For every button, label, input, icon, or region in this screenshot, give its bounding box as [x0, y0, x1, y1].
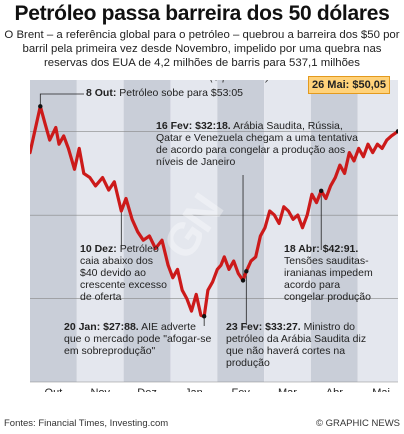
x-tick-label: Abr — [326, 387, 343, 392]
month-band — [123, 80, 171, 382]
chart-subtitle: O Brent – a referência global para o pet… — [4, 29, 400, 69]
annotation-text: Ministro do petróleo da Arábia Saudita d… — [226, 321, 367, 369]
annotation-date: 23 Fev: $33:27. — [226, 321, 301, 333]
source-credit: Fontes: Financial Times, Investing.com — [4, 418, 169, 429]
brent-price-line — [28, 104, 400, 318]
line-chart: 20304050 OutNovDezJanFevMarAbrMai2015201… — [8, 71, 404, 415]
annotation-20-jan: 20 Jan: $27:88. AIE adverte que o mercad… — [64, 321, 214, 357]
x-tick-label: Nov — [90, 387, 110, 392]
publisher-credit: © GRAPHIC NEWS — [315, 418, 400, 429]
x-tick-label: Fev — [232, 387, 251, 392]
annotation-10-dez: 10 Dez: Petróleo caia abaixo dos $40 dev… — [80, 243, 172, 303]
annotation-date: 20 Jan: $27:88. — [64, 321, 139, 333]
x-tick-label: Dez — [137, 387, 157, 392]
price-callout-label: 26 Mai: $50,05 — [312, 79, 386, 91]
x-tick-label: Mar — [278, 387, 297, 392]
annotation-18-abr: 18 Abr: $42:91. Tensões sauditas-iranian… — [284, 243, 376, 303]
month-band — [76, 80, 124, 382]
annotation-date: 10 Dez: — [80, 243, 117, 255]
annotation-point — [244, 269, 249, 274]
annotation-8-out: 8 Out: Petróleo sobe para $53:05 — [86, 87, 243, 99]
x-tick-label: Mai — [372, 387, 390, 392]
annotation-text: Petróleo sobe para $53:05 — [119, 87, 244, 99]
annotation-text: Petróleo caia abaixo dos $40 devido ao c… — [80, 243, 167, 303]
annotation-point — [240, 278, 246, 283]
month-band — [217, 80, 265, 382]
chart-area: 20304050 OutNovDezJanFevMarAbrMai2015201… — [8, 71, 404, 415]
chart-title: Petróleo passa barreira dos 50 dólares — [14, 2, 390, 25]
month-band — [170, 80, 218, 382]
x-tick-label: Jan — [185, 387, 203, 392]
month-band — [264, 80, 311, 382]
annotation-text: Arábia Saudita, Rússia, Qatar e Venezuel… — [156, 120, 358, 168]
annotation-point — [319, 188, 324, 194]
annotation-16-fev: 16 Fev: $32:18. Arábia Saudita, Rússia, … — [156, 120, 366, 168]
annotation-date: 8 Out: — [86, 87, 117, 99]
annotation-date: 16 Fev: $32:18. — [156, 120, 231, 132]
annotation-date: 18 Abr: $42:91. — [284, 243, 359, 255]
price-callout: 26 Mai: $50,05 — [308, 76, 390, 94]
series-label: Brent ($ por barril) — [178, 80, 270, 83]
annotation-text: Tensões sauditas-iranianas impedem acord… — [284, 255, 373, 303]
annotation-text: AIE adverte que o mercado pode "afogar-s… — [64, 321, 212, 357]
annotation-leader — [39, 93, 84, 107]
x-tick-label: Out — [45, 387, 63, 392]
annotation-23-fev: 23 Fev: $33:27. Ministro do petróleo da … — [226, 321, 386, 369]
month-band — [310, 80, 358, 382]
annotation-point — [201, 314, 207, 319]
annotation-point — [38, 104, 43, 109]
